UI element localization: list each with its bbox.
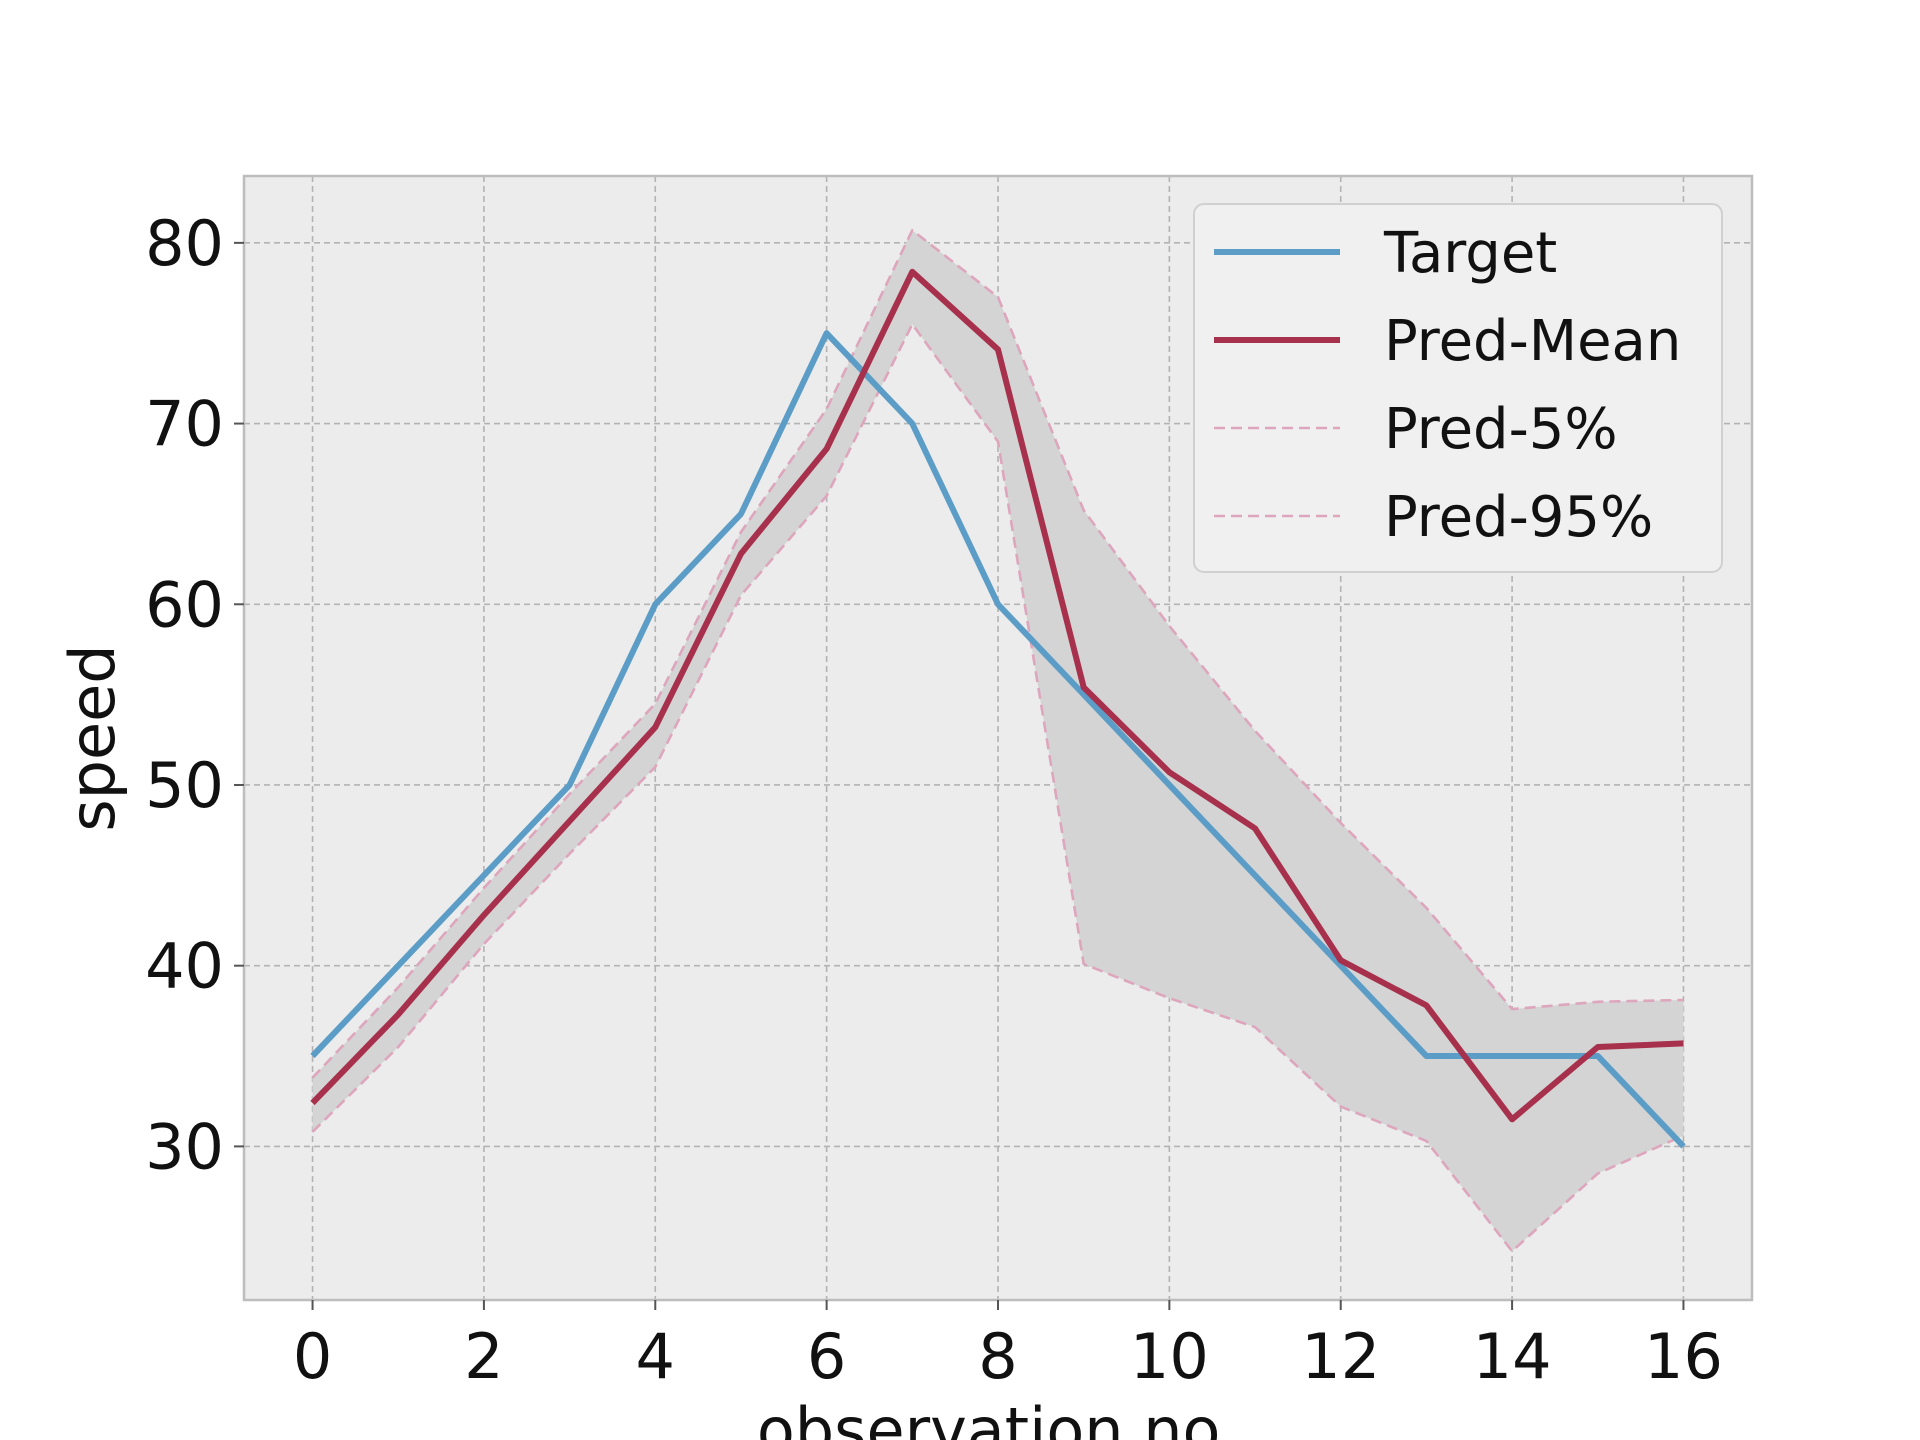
x-tick-label: 16 <box>1644 1320 1723 1393</box>
y-axis-label: speed <box>56 644 129 831</box>
confidence-band <box>312 230 1684 1252</box>
legend-label: Target <box>1383 221 1557 286</box>
x-tick-label: 4 <box>636 1320 675 1393</box>
x-tick-label: 0 <box>293 1320 332 1393</box>
series-line-target <box>310 330 1686 1149</box>
legend: Target Pred-Mean Pred-5% Pred-95% <box>1193 203 1723 573</box>
x-tick-label: 6 <box>807 1320 846 1393</box>
y-tick-label: 60 <box>145 568 224 641</box>
y-axis-ticks: 30 40 50 60 70 80 <box>145 207 244 1183</box>
x-tick-label: 2 <box>464 1320 503 1393</box>
x-tick-label: 12 <box>1301 1320 1380 1393</box>
series-line-pred-5 <box>311 322 1685 1253</box>
y-tick-label: 80 <box>145 207 224 280</box>
y-tick-label: 30 <box>145 1110 224 1183</box>
y-tick-label: 70 <box>145 388 224 461</box>
legend-label: Pred-5% <box>1384 397 1618 462</box>
x-tick-label: 10 <box>1130 1320 1209 1393</box>
x-axis-label: observation no. <box>757 1394 1239 1440</box>
x-tick-label: 14 <box>1473 1320 1552 1393</box>
y-tick-label: 50 <box>145 749 224 822</box>
x-tick-label: 8 <box>978 1320 1017 1393</box>
y-tick-label: 40 <box>145 930 224 1003</box>
series-line-pred-95 <box>311 228 1684 1079</box>
series-line-pred-mean <box>310 268 1684 1123</box>
legend-box <box>1193 203 1723 573</box>
series-lines <box>310 228 1686 1253</box>
x-axis-ticks: 0 2 4 6 8 10 12 14 16 <box>293 1300 1723 1393</box>
legend-label: Pred-95% <box>1384 485 1653 550</box>
legend-label: Pred-Mean <box>1384 309 1681 374</box>
